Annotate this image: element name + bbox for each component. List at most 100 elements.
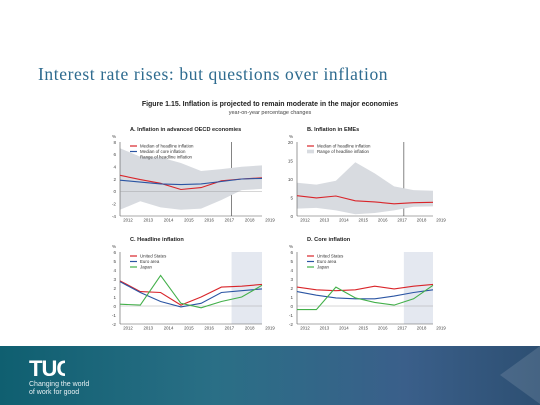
- y-tick-label: -2: [289, 322, 294, 327]
- x-tick-label: 2015: [359, 218, 369, 223]
- y-tick-label: -2: [112, 201, 117, 206]
- x-tick-label: 2017: [225, 218, 235, 223]
- x-tick-label: 2014: [164, 326, 174, 331]
- y-tick-label: -4: [112, 214, 117, 219]
- figure-title: Figure 1.15. Inflation is projected to r…: [0, 101, 540, 108]
- y-tick-label: 4: [113, 268, 116, 273]
- x-tick-label: 2016: [204, 326, 214, 331]
- x-tick-label: 2019: [436, 218, 446, 223]
- x-tick-label: 2014: [339, 326, 349, 331]
- legend-label: Japan: [140, 265, 153, 270]
- x-tick-label: 2019: [265, 326, 275, 331]
- y-tick-label: -1: [112, 313, 117, 318]
- y-tick-label: 4: [290, 268, 293, 273]
- footer-tagline: Changing the world of work for good: [29, 381, 89, 397]
- x-tick-label: 2012: [300, 326, 310, 331]
- x-tick-label: 2018: [417, 218, 427, 223]
- y-tick-label: 10: [288, 177, 294, 182]
- y-tick-label: 3: [113, 277, 116, 282]
- x-tick-label: 2018: [245, 326, 255, 331]
- panel-title: A. Inflation in advanced OECD economies: [130, 127, 241, 133]
- y-tick-label: 6: [113, 250, 116, 255]
- x-tick-label: 2013: [144, 218, 154, 223]
- projection-shade: [403, 252, 433, 324]
- y-tick-label: 0: [113, 189, 116, 194]
- y-tick-label: 4: [113, 164, 116, 169]
- y-tick-label: 20: [288, 140, 294, 145]
- x-tick-label: 2015: [184, 326, 194, 331]
- legend-label: Japan: [317, 265, 330, 270]
- y-tick-label: 8: [113, 140, 116, 145]
- x-tick-label: 2012: [300, 218, 310, 223]
- series-line: [296, 289, 434, 300]
- legend-label: United States: [140, 254, 167, 259]
- panel-title: D. Core inflation: [307, 237, 351, 243]
- legend-label: United States: [317, 254, 344, 259]
- series-line: [119, 280, 263, 306]
- y-tick-label: 0: [290, 304, 293, 309]
- y-tick-label: 0: [113, 304, 116, 309]
- x-tick-label: 2013: [320, 326, 330, 331]
- slide-title: Interest rate rises: but questions over …: [38, 64, 389, 84]
- panel-title: C. Headline inflation: [130, 237, 184, 243]
- y-tick-label: 5: [113, 259, 116, 264]
- series-line: [296, 195, 434, 205]
- y-axis-unit: %: [289, 244, 293, 249]
- legend-label: Median of headline inflation: [317, 144, 371, 149]
- y-axis-unit: %: [289, 134, 293, 139]
- x-tick-label: 2017: [397, 218, 407, 223]
- y-tick-label: 1: [113, 295, 116, 300]
- x-tick-label: 2014: [339, 218, 349, 223]
- series-line: [297, 284, 434, 311]
- tuc-logo-text: TUC: [29, 356, 65, 379]
- x-tick-label: 2018: [417, 326, 427, 331]
- legend-label: Euro area: [140, 259, 160, 264]
- y-axis-unit: %: [112, 244, 116, 249]
- y-tick-label: 6: [290, 250, 293, 255]
- x-tick-label: 2016: [378, 218, 388, 223]
- x-tick-label: 2012: [123, 326, 133, 331]
- y-tick-label: 5: [290, 195, 293, 200]
- x-tick-label: 2018: [245, 218, 255, 223]
- x-tick-label: 2016: [378, 326, 388, 331]
- x-tick-label: 2017: [225, 326, 235, 331]
- x-tick-label: 2015: [184, 218, 194, 223]
- figure-title-text: Inflation is projected to remain moderat…: [182, 101, 399, 108]
- legend-label: Median of headline inflation: [140, 144, 194, 149]
- tagline-line-2: of work for good: [29, 389, 80, 396]
- figure-subtitle: year-on-year percentage changes: [228, 110, 312, 116]
- legend-label: Median of core inflation: [140, 149, 186, 154]
- y-tick-label: -2: [112, 322, 117, 327]
- y-tick-label: 2: [113, 177, 116, 182]
- y-tick-label: 15: [288, 158, 294, 163]
- y-tick-label: 1: [290, 295, 293, 300]
- y-tick-label: 0: [290, 214, 293, 219]
- panel-d: -2 -1 0 1 2 3 4 5 6% 2012 2013 2014 2015 2016 2017 2018…: [289, 237, 446, 331]
- footer-bar: [0, 346, 540, 405]
- series-line: [296, 283, 434, 292]
- y-tick-label: 6: [113, 152, 116, 157]
- tuc-logo[interactable]: TUC: [29, 355, 65, 379]
- x-tick-label: 2014: [164, 218, 174, 223]
- y-tick-label: 3: [290, 277, 293, 282]
- x-tick-label: 2017: [397, 326, 407, 331]
- panel-title: B. Inflation in EMEs: [307, 127, 359, 133]
- y-tick-label: 5: [290, 259, 293, 264]
- panel-c: -2 -1 0 1 2 3 4 5 6% 2012 2013 2014 2015 2016 2017 2018…: [112, 237, 275, 331]
- y-axis-unit: %: [112, 134, 116, 139]
- y-tick-label: 2: [290, 286, 293, 291]
- range-band: [120, 148, 262, 210]
- panel-a: -4 -2 0 2 4 6 8% 2012 2013 2014 2015 2016 2017 2018 20…: [112, 127, 275, 223]
- legend-label: Euro area: [317, 259, 337, 264]
- x-tick-label: 2019: [265, 218, 275, 223]
- x-tick-label: 2016: [204, 218, 214, 223]
- y-tick-label: 2: [113, 286, 116, 291]
- range-band: [297, 162, 433, 215]
- series-line: [119, 177, 263, 186]
- legend-label: Range of headline inflation: [317, 149, 370, 154]
- series-line: [119, 274, 263, 309]
- panel-b: 0 5 10 15 20% 2012 2013 2014 2015 2016 2017 2018 201…: [288, 127, 447, 223]
- x-tick-label: 2019: [436, 326, 446, 331]
- figure-title-prefix: Figure 1.15.: [141, 101, 181, 108]
- legend-swatch-band: [307, 149, 314, 154]
